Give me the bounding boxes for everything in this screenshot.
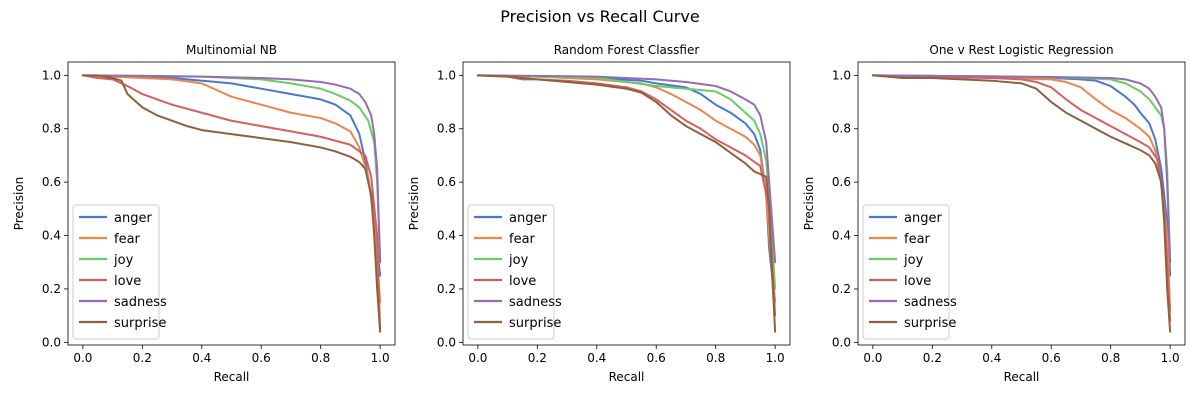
- series-line-surprise: [81, 74, 382, 333]
- y-tick-label: 1.0: [42, 68, 61, 82]
- y-tick-label: 0.8: [832, 122, 851, 136]
- x-tick-label: 0.2: [528, 351, 547, 365]
- series-line-love: [871, 74, 1172, 322]
- legend-label-joy: joy: [903, 253, 924, 268]
- y-tick-label: 0.0: [832, 335, 851, 349]
- legend-label-sadness: sadness: [114, 295, 167, 310]
- x-axis-label: Recall: [1004, 370, 1040, 384]
- legend-label-joy: joy: [113, 253, 134, 268]
- x-tick-label: 0.4: [587, 351, 606, 365]
- y-axis-label: Precision: [12, 177, 26, 231]
- y-tick-label: 0.4: [437, 229, 456, 243]
- y-tick-label: 0.0: [437, 335, 456, 349]
- x-tick-label: 0.4: [192, 351, 211, 365]
- legend-label-sadness: sadness: [509, 295, 562, 310]
- legend: anger fear joy love sadness surprise: [72, 204, 167, 340]
- y-tick-label: 0.4: [42, 229, 61, 243]
- chart-title: One v Rest Logistic Regression: [929, 43, 1113, 57]
- y-tick-label: 0.6: [42, 175, 61, 189]
- x-axis-label: Recall: [214, 370, 250, 384]
- series-lines: [81, 74, 382, 333]
- y-tick-label: 0.8: [437, 122, 456, 136]
- chart-panel-3: One v Rest Logistic Regression 0.0 0.2 0.4 0…: [802, 43, 1186, 384]
- panels: Multinomial NB 0.0 0.2 0.4 0.6 0.8 1.0 0.0 0.2 0.…: [12, 43, 1186, 384]
- axes-frame: [857, 61, 1186, 346]
- y-axis-label: Precision: [802, 177, 816, 231]
- y-tick-label: 0.8: [42, 122, 61, 136]
- legend-label-surprise: surprise: [114, 316, 166, 331]
- legend-label-love: love: [114, 274, 141, 289]
- legend-label-fear: fear: [509, 232, 536, 247]
- x-tick-label: 0.6: [1042, 351, 1061, 365]
- series-line-fear: [81, 74, 382, 304]
- x-tick-label: 0.8: [1101, 351, 1120, 365]
- series-line-sadness: [476, 74, 777, 264]
- x-tick-label: 0.2: [133, 351, 152, 365]
- legend-label-surprise: surprise: [509, 316, 561, 331]
- x-tick-label: 1.0: [371, 351, 390, 365]
- x-tick-label: 0.6: [252, 351, 271, 365]
- legend: anger fear joy love sadness surprise: [862, 204, 957, 340]
- legend-label-fear: fear: [114, 232, 141, 247]
- y-tick-label: 0.2: [832, 282, 851, 296]
- series-line-sadness: [871, 74, 1172, 264]
- axes-frame: [67, 61, 396, 346]
- x-tick-label: 1.0: [1161, 351, 1180, 365]
- y-tick-label: 0.0: [42, 335, 61, 349]
- axes-frame: [462, 61, 791, 346]
- x-tick-label: 0.2: [923, 351, 942, 365]
- legend-label-anger: anger: [904, 211, 942, 226]
- y-tick-label: 0.4: [832, 229, 851, 243]
- x-tick-label: 0.0: [73, 351, 92, 365]
- series-lines: [871, 74, 1172, 333]
- legend-label-anger: anger: [114, 211, 152, 226]
- chart-panel-2: Random Forest Classfier 0.0 0.2 0.4 0.6 0.8 1.…: [407, 43, 791, 384]
- y-tick-label: 0.6: [437, 175, 456, 189]
- legend-label-fear: fear: [904, 232, 931, 247]
- x-tick-label: 0.8: [311, 351, 330, 365]
- series-lines: [476, 74, 777, 333]
- x-tick-label: 0.0: [863, 351, 882, 365]
- x-tick-label: 0.4: [982, 351, 1001, 365]
- series-line-surprise: [871, 74, 1172, 333]
- chart-title: Random Forest Classfier: [554, 43, 700, 57]
- x-axis-label: Recall: [609, 370, 645, 384]
- y-tick-label: 1.0: [832, 68, 851, 82]
- y-axis-label: Precision: [407, 177, 421, 231]
- y-tick-label: 0.2: [42, 282, 61, 296]
- series-line-surprise: [476, 74, 777, 333]
- y-tick-label: 0.2: [437, 282, 456, 296]
- chart-title: Multinomial NB: [186, 43, 277, 57]
- legend-label-love: love: [509, 274, 536, 289]
- legend-label-love: love: [904, 274, 931, 289]
- legend-label-joy: joy: [508, 253, 529, 268]
- legend-label-surprise: surprise: [904, 316, 956, 331]
- series-line-love: [81, 74, 382, 333]
- figure-title: Precision vs Recall Curve: [500, 7, 699, 26]
- x-tick-label: 0.8: [706, 351, 725, 365]
- series-line-sadness: [81, 74, 382, 264]
- legend: anger fear joy love sadness surprise: [467, 204, 562, 340]
- y-tick-label: 0.6: [832, 175, 851, 189]
- y-tick-label: 1.0: [437, 68, 456, 82]
- legend-label-anger: anger: [509, 211, 547, 226]
- x-tick-label: 0.6: [647, 351, 666, 365]
- series-line-joy: [476, 74, 777, 290]
- legend-label-sadness: sadness: [904, 295, 957, 310]
- chart-panel-1: Multinomial NB 0.0 0.2 0.4 0.6 0.8 1.0 0.0 0.2 0.…: [12, 43, 396, 384]
- x-tick-label: 1.0: [766, 351, 785, 365]
- x-tick-label: 0.0: [468, 351, 487, 365]
